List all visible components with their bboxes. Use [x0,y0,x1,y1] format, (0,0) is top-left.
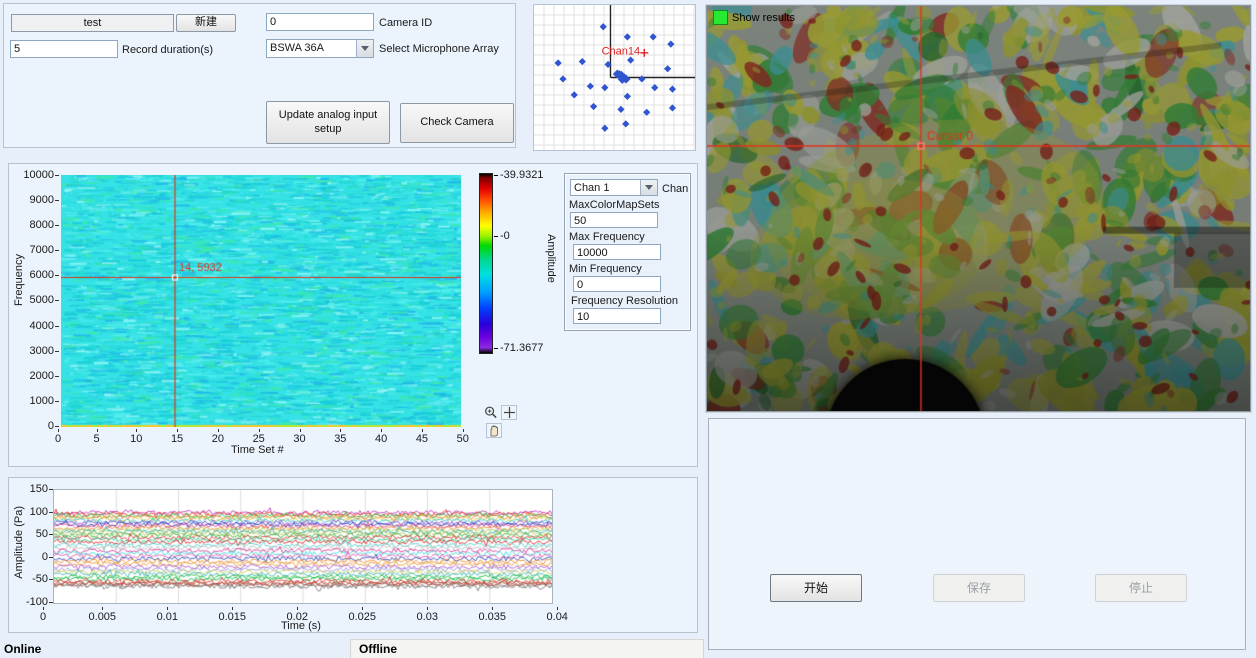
mic-array-selected-value: BSWA 36A [270,42,325,54]
maxcolormapsets-input[interactable]: 50 [570,212,658,228]
tab-offline-label: Offline [359,642,397,656]
colorbar-mid-label: -0 [494,230,510,242]
magnifier-plus-icon [485,406,497,419]
record-duration-label: Record duration(s) [122,44,214,56]
stop-button[interactable]: 停止 [1095,574,1187,602]
frequency-resolution-input[interactable]: 10 [573,308,661,324]
camera-id-input[interactable]: 0 [266,13,374,31]
analysis-controls-box: Chan 1 Chan MaxColorMapSets 50 Max Frequ… [564,173,691,331]
waveform-xticks: 0 0.005 0.01 0.015 0.02 0.025 0.03 0.035 0.04 [38,607,568,623]
camera-view-panel: Show results [706,5,1251,412]
mic-array-select[interactable]: BSWA 36A [266,39,374,58]
save-button[interactable]: 保存 [933,574,1025,602]
start-button[interactable]: 开始 [770,574,862,602]
new-project-button[interactable]: 新建 [176,14,236,32]
show-results-checkbox[interactable] [713,10,728,25]
waveform-yticks: 150 100 50 0 -50 -100 [23,484,54,608]
check-camera-button[interactable]: Check Camera [400,103,514,143]
chan-dropdown-button[interactable] [640,180,657,195]
zoom-tool-button[interactable] [483,405,499,420]
max-frequency-label: Max Frequency [569,231,645,243]
mic-array-label: Select Microphone Array [379,43,499,55]
mic-array-dropdown-button[interactable] [356,40,373,57]
hand-icon [490,424,498,436]
svg-text:Chan14: Chan14 [602,46,641,58]
plus-crosshair-icon [503,407,515,418]
max-frequency-input[interactable]: 10000 [573,244,661,260]
spectrogram-canvas[interactable] [61,175,461,427]
waveform-xlabel: Time (s) [281,620,321,632]
show-results-label: Show results [732,12,795,24]
chan-select[interactable]: Chan 1 [570,179,658,196]
mic-array-plot: Chan14 [533,4,696,151]
waveform-panel: Amplitude (Pa) 150 100 50 0 -50 -100 0 0.005 0.… [8,477,698,633]
project-name-input[interactable]: test [11,14,174,32]
pan-tool-button[interactable] [486,423,502,438]
maxcolormapsets-label: MaxColorMapSets [569,199,660,211]
colorbar [479,173,493,354]
spectrogram-xlabel: Time Set # [231,444,284,456]
spectrogram-panel: Frequency 10000 9000 8000 7000 6000 5000 4000 3… [8,163,698,467]
waveform-canvas[interactable] [54,490,552,603]
chan-selected-value: Chan 1 [574,182,610,194]
colorbar-min-label: -71.3677 [494,342,543,354]
colorbar-max-label: -39.9321 [494,169,543,181]
settings-panel: test 新建 5 Record duration(s) 0 Camera ID… [3,3,516,148]
cursor-tool-button[interactable] [501,405,517,420]
min-frequency-input[interactable]: 0 [573,276,661,292]
spectrogram-yticks: 10000 9000 8000 7000 6000 5000 4000 3000 2000 100… [19,170,60,432]
record-duration-input[interactable]: 5 [10,40,118,58]
tab-offline[interactable]: Offline [350,639,704,658]
camera-id-label: Camera ID [379,17,433,29]
mic-array-scatter: Chan14 [534,5,695,150]
colorbar-title: Amplitude [545,234,557,283]
action-panel: 开始 保存 停止 [708,418,1246,650]
chan-label: Chan [662,183,689,195]
chevron-down-icon [645,185,653,190]
camera-heatmap-canvas[interactable] [707,6,1250,411]
update-analog-input-button[interactable]: Update analog input setup [266,101,390,144]
tab-online[interactable]: Online [4,642,42,656]
chevron-down-icon [361,46,369,51]
frequency-resolution-label: Frequency Resolution [571,295,679,307]
min-frequency-label: Min Frequency [569,263,642,275]
spectrogram-xticks: 0 5 10 15 20 25 30 35 40 45 50 [53,429,469,445]
